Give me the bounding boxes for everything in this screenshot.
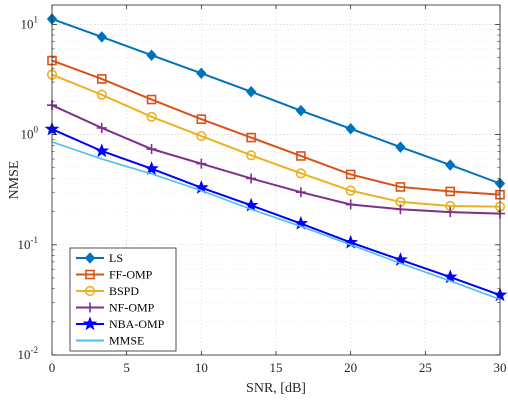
- point-nf-omp: [246, 173, 257, 184]
- point-nf-omp: [345, 199, 356, 210]
- legend-label-nba-omp: NBA-OMP: [109, 317, 165, 331]
- point-nba-omp: [243, 197, 259, 212]
- point-ff-omp: [196, 114, 207, 124]
- legend-label-nf-omp: NF-OMP: [109, 301, 155, 315]
- tick-layer: 0 5 10 15 20 25 30 10-2 10-1 100 101: [18, 5, 507, 375]
- point-nf-omp: [445, 207, 456, 218]
- x-tick-label: 15: [270, 360, 283, 375]
- series-line-nf-omp: [51, 104, 501, 215]
- point-ls: [295, 104, 307, 117]
- point-ff-omp: [146, 94, 157, 105]
- legend-label-bspd: BSPD: [109, 284, 139, 298]
- series-line-nba-omp: [51, 128, 501, 296]
- point-ls: [445, 159, 456, 171]
- point-nf-omp: [395, 204, 406, 215]
- series-line-ff-omp: [51, 59, 501, 196]
- x-tick-label: 10: [195, 360, 208, 375]
- x-tick-label: 0: [49, 360, 56, 375]
- legend-label-ls: LS: [109, 251, 123, 265]
- point-nf-omp: [146, 144, 157, 155]
- legend-label-mmse: MMSE: [109, 334, 144, 348]
- legend-marker-ls: [84, 252, 96, 264]
- point-nf-omp: [295, 187, 306, 198]
- point-ls: [96, 31, 107, 43]
- point-bspd: [196, 130, 207, 142]
- legend-marker-ff-omp: [85, 269, 95, 280]
- point-bspd: [146, 111, 157, 122]
- legend-marker-nba-omp: [82, 316, 98, 331]
- point-ff-omp: [345, 169, 356, 180]
- point-bspd: [345, 185, 356, 196]
- series-ls: [46, 13, 506, 190]
- y-axis-label: NMSE: [7, 161, 22, 200]
- x-tick-label: 30: [494, 360, 507, 375]
- point-ff-omp: [296, 151, 306, 161]
- y-tick-label: 10-2: [18, 345, 39, 362]
- legend-marker-bspd: [84, 285, 96, 297]
- point-ls: [345, 123, 356, 135]
- point-ff-omp: [445, 186, 456, 197]
- point-bspd: [96, 89, 107, 100]
- series-line-ls: [51, 18, 501, 185]
- x-tick-label: 25: [419, 360, 432, 375]
- point-ff-omp: [246, 132, 256, 143]
- legend: LS FF-OMP BSPD NF-OMP NBA-OMP MMSE: [69, 247, 177, 352]
- x-axis-label: SNR, [dB]: [246, 381, 306, 396]
- series-nf-omp: [47, 100, 505, 219]
- series-line-bspd: [51, 73, 501, 208]
- point-nba-omp: [144, 161, 159, 175]
- point-ff-omp: [395, 182, 406, 192]
- legend-marker-nf-omp: [85, 302, 95, 313]
- x-tick-label: 5: [123, 360, 130, 375]
- point-nba-omp: [442, 269, 458, 284]
- point-ls: [395, 141, 406, 153]
- series-layer: [44, 13, 508, 302]
- y-tick-label: 100: [21, 125, 39, 142]
- point-bspd: [246, 150, 257, 161]
- y-tick-label: 101: [21, 14, 39, 31]
- point-nf-omp: [196, 158, 207, 169]
- point-ff-omp: [96, 74, 107, 84]
- legend-box: [69, 247, 177, 352]
- y-tick-label: 10-1: [18, 235, 39, 252]
- point-ls: [146, 49, 157, 61]
- point-nba-omp: [94, 143, 110, 158]
- series-line-mmse: [51, 141, 501, 301]
- point-nf-omp: [96, 122, 107, 133]
- x-tick-label: 20: [344, 360, 357, 375]
- point-ls: [196, 67, 207, 80]
- point-bspd: [295, 168, 306, 179]
- legend-label-ff-omp: FF-OMP: [109, 268, 153, 282]
- series-mmse: [51, 141, 501, 301]
- point-ls: [245, 85, 257, 98]
